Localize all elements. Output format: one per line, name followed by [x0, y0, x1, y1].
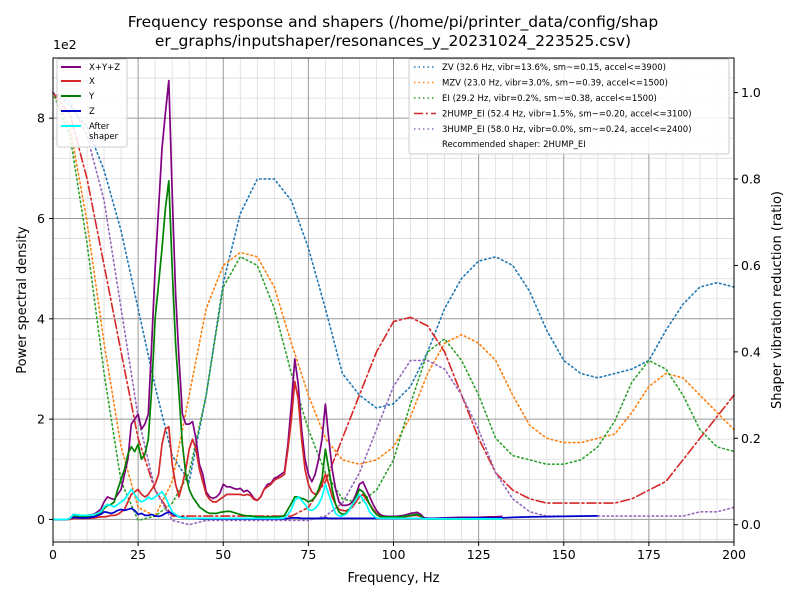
- y2-axis-label: Shaper vibration reduction (ratio): [770, 191, 785, 409]
- legend-right-label: EI (29.2 Hz, vibr=0.2%, sm~=0.38, accel<…: [442, 94, 657, 104]
- y2-tick-label: 0.0: [741, 517, 761, 532]
- x-tick-label: 100: [382, 547, 406, 562]
- legend-left-label: Y: [88, 92, 95, 102]
- y-tick-label: 0: [37, 512, 45, 527]
- recommended-shaper-text: Recommended shaper: 2HUMP_EI: [442, 140, 586, 150]
- legend-left-label: Z: [89, 107, 95, 117]
- x-axis-label: Frequency, Hz: [347, 571, 439, 586]
- y-axis: 0 2 4 6 8: [37, 111, 53, 527]
- psd-line: [53, 483, 503, 521]
- legend-right-label: MZV (23.0 Hz, vibr=3.0%, sm~=0.39, accel…: [442, 79, 668, 89]
- y-offset-text: 1e2: [53, 37, 77, 52]
- chart-title-line1: Frequency response and shapers (/home/pi…: [128, 13, 658, 32]
- x-tick-label: 50: [215, 547, 231, 562]
- legend-right-label: 2HUMP_EI (52.4 Hz, vibr=1.5%, sm~=0.20, …: [442, 110, 692, 120]
- x-tick-label: 75: [300, 547, 316, 562]
- legend-left-label: X: [89, 77, 95, 87]
- chart-title-line2: er_graphs/inputshaper/resonances_y_20231…: [155, 32, 631, 51]
- y-tick-label: 6: [37, 211, 45, 226]
- y2-tick-label: 0.2: [741, 431, 761, 446]
- legend-right: ZV (32.6 Hz, vibr=13.6%, sm~=0.15, accel…: [408, 58, 730, 155]
- y-tick-label: 4: [37, 311, 45, 326]
- y2-axis: 0.0 0.2 0.4 0.6 0.8 1.0: [734, 85, 761, 532]
- shaper-curves: [52, 91, 735, 526]
- x-axis: 0 25 50 75 100 125 150 175 200: [49, 542, 746, 562]
- y-axis-label: Power spectral density: [15, 226, 30, 374]
- shaper-line: [52, 91, 735, 526]
- shaper-line: [52, 91, 735, 517]
- x-tick-label: 150: [552, 547, 576, 562]
- x-tick-label: 200: [722, 547, 746, 562]
- legend-left-label: shaper: [89, 132, 119, 142]
- psd-curves: [53, 79, 598, 521]
- y-tick-label: 8: [37, 111, 45, 126]
- x-tick-label: 125: [467, 547, 491, 562]
- psd-line: [53, 180, 503, 521]
- x-tick-label: 0: [49, 547, 57, 562]
- shaper-line: [52, 91, 735, 518]
- y-tick-label: 2: [37, 412, 45, 427]
- legend-left-label: After: [89, 122, 110, 132]
- x-tick-label: 175: [637, 547, 661, 562]
- x-tick-label: 25: [130, 547, 146, 562]
- legend-right-label: 3HUMP_EI (58.0 Hz, vibr=0.0%, sm~=0.24, …: [442, 125, 692, 135]
- y2-tick-label: 0.4: [741, 344, 761, 359]
- legend-right-label: ZV (32.6 Hz, vibr=13.6%, sm~=0.15, accel…: [442, 63, 666, 73]
- y2-tick-label: 0.8: [741, 172, 761, 187]
- legend-left-label: X+Y+Z: [89, 63, 120, 73]
- y2-tick-label: 1.0: [741, 85, 761, 100]
- shaper-line: [52, 91, 735, 484]
- y2-tick-label: 0.6: [741, 258, 761, 273]
